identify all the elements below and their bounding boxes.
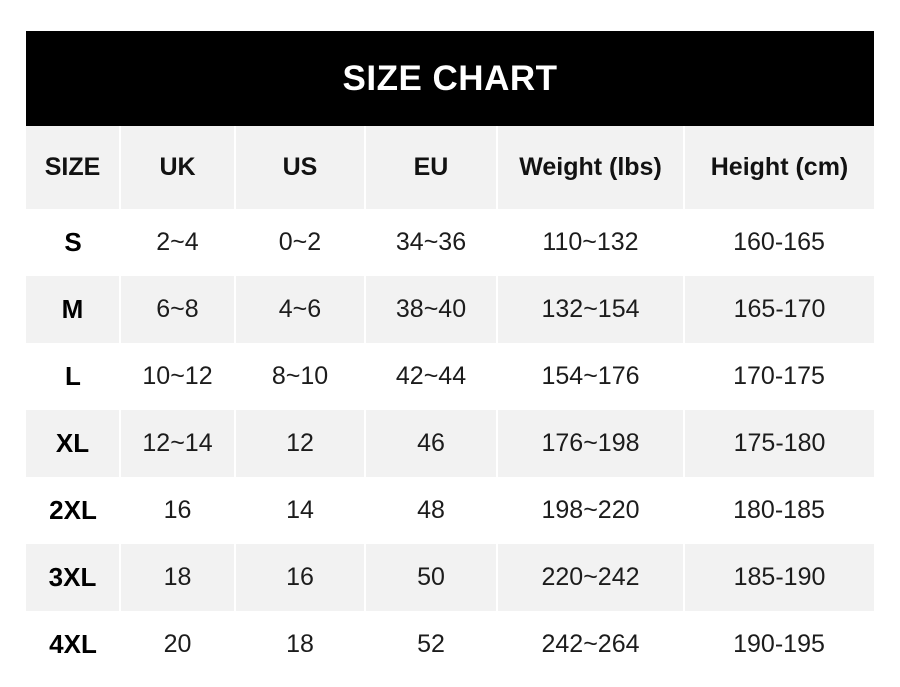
cell-height: 165-170 — [683, 276, 874, 343]
cell-size: S — [64, 227, 82, 257]
table-row: XL 12~14 12 46 176~198 175-180 — [26, 410, 874, 477]
cell-weight: 132~154 — [496, 276, 685, 343]
cell-us: 16 — [234, 544, 366, 611]
cell-eu: 48 — [417, 496, 445, 524]
cell-weight: 176~198 — [496, 410, 685, 477]
table-row: 4XL 20 18 52 242~264 190-195 — [26, 611, 874, 678]
column-header-size: SIZE — [26, 126, 121, 209]
cell-height: 190-195 — [733, 630, 825, 658]
size-chart-table: SIZE UK US EU Weight (lbs) Height (cm) S… — [26, 126, 874, 678]
cell-us: 8~10 — [271, 362, 329, 390]
cell-us: 12 — [234, 410, 366, 477]
cell-us: 4~6 — [234, 276, 366, 343]
size-chart-container: SIZE CHART SIZE UK US EU Weight (lbs) He… — [26, 31, 874, 678]
cell-eu: 34~36 — [395, 228, 467, 256]
column-header-uk: UK — [119, 126, 236, 209]
cell-size: 4XL — [49, 629, 97, 659]
cell-uk: 12~14 — [119, 410, 236, 477]
table-body: S 2~4 0~2 34~36 110~132 160-165 M 6~8 4~… — [26, 209, 874, 678]
cell-height: 175-180 — [683, 410, 874, 477]
cell-weight: 154~176 — [541, 362, 640, 390]
column-header-height: Height (cm) — [683, 126, 874, 209]
size-chart-title: SIZE CHART — [342, 59, 558, 98]
cell-uk: 20 — [163, 630, 192, 658]
cell-size: XL — [26, 410, 121, 477]
cell-eu: 42~44 — [395, 362, 467, 390]
header-row: SIZE UK US EU Weight (lbs) Height (cm) — [26, 126, 874, 209]
cell-weight: 220~242 — [496, 544, 685, 611]
cell-uk: 18 — [119, 544, 236, 611]
cell-us: 18 — [286, 630, 314, 658]
cell-size: 3XL — [26, 544, 121, 611]
cell-weight: 198~220 — [541, 496, 640, 524]
cell-size: 2XL — [49, 495, 97, 525]
cell-eu: 52 — [417, 630, 445, 658]
cell-weight: 242~264 — [541, 630, 640, 658]
column-header-us: US — [234, 126, 366, 209]
table-row: 3XL 18 16 50 220~242 185-190 — [26, 544, 874, 611]
cell-uk: 10~12 — [142, 362, 213, 390]
cell-us: 14 — [286, 496, 314, 524]
table-row: 2XL 16 14 48 198~220 180-185 — [26, 477, 874, 544]
column-header-weight: Weight (lbs) — [496, 126, 685, 209]
cell-eu: 46 — [364, 410, 498, 477]
cell-height: 170-175 — [733, 362, 825, 390]
cell-height: 180-185 — [733, 496, 825, 524]
table-row: M 6~8 4~6 38~40 132~154 165-170 — [26, 276, 874, 343]
cell-size: L — [65, 361, 81, 391]
cell-size: M — [26, 276, 121, 343]
cell-height: 185-190 — [683, 544, 874, 611]
table-header: SIZE UK US EU Weight (lbs) Height (cm) — [26, 126, 874, 209]
cell-us: 0~2 — [278, 228, 322, 256]
cell-eu: 50 — [364, 544, 498, 611]
size-chart-banner: SIZE CHART — [26, 31, 874, 126]
cell-uk: 2~4 — [156, 228, 199, 256]
cell-uk: 16 — [163, 496, 192, 524]
cell-eu: 38~40 — [364, 276, 498, 343]
table-row: S 2~4 0~2 34~36 110~132 160-165 — [26, 209, 874, 276]
cell-height: 160-165 — [733, 228, 825, 256]
cell-uk: 6~8 — [119, 276, 236, 343]
cell-weight: 110~132 — [542, 228, 639, 256]
table-row: L 10~12 8~10 42~44 154~176 170-175 — [26, 343, 874, 410]
column-header-eu: EU — [364, 126, 498, 209]
